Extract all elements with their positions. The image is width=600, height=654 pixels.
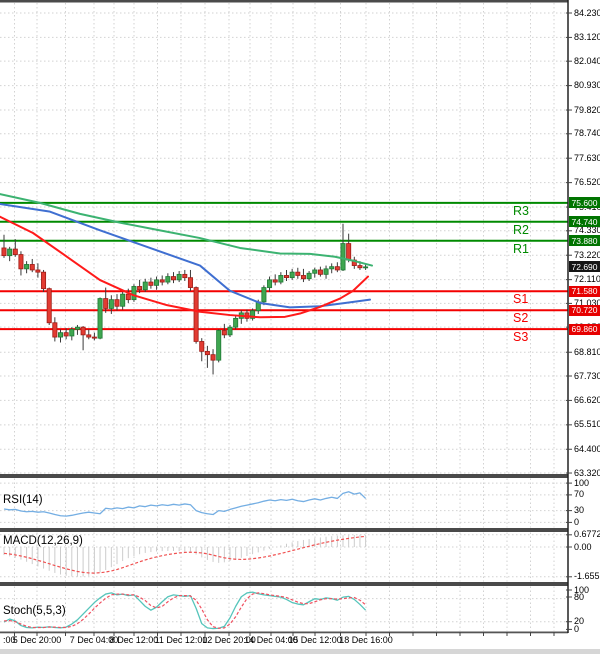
candle-body <box>154 279 160 286</box>
candle-body <box>187 277 193 288</box>
candle-body <box>283 275 289 279</box>
candle-body <box>63 332 69 337</box>
candle-body <box>227 326 233 336</box>
candle-body <box>261 287 267 303</box>
ma-mid-blue <box>0 202 371 309</box>
candle-body <box>278 275 284 283</box>
candle-body <box>250 310 256 319</box>
candle-body <box>142 281 148 291</box>
candle-body <box>204 350 210 356</box>
candle-body <box>272 279 278 283</box>
time-axis-border <box>0 631 568 634</box>
candle-body <box>170 276 176 281</box>
candle-body <box>329 266 335 270</box>
candle-body <box>24 264 30 270</box>
candle-body <box>97 298 103 339</box>
candle-body <box>103 298 109 309</box>
candle-body <box>114 299 120 307</box>
window-bottom-edge <box>0 649 600 654</box>
candle-body <box>340 243 346 271</box>
candle-body <box>312 269 318 274</box>
candle-body <box>289 271 295 279</box>
candle-body <box>199 341 205 352</box>
candle-body <box>300 275 306 280</box>
candle-body <box>323 268 329 275</box>
candle-body <box>295 271 301 276</box>
candle-body <box>210 354 216 361</box>
top-border <box>0 0 568 3</box>
candle-body <box>131 286 137 301</box>
candle-body <box>176 273 182 281</box>
candle-body <box>334 266 340 271</box>
candle-body <box>7 248 13 257</box>
panel-separator <box>0 474 568 478</box>
stoch-panel[interactable] <box>0 586 568 632</box>
candle-body <box>233 317 239 328</box>
candle-body <box>357 265 363 269</box>
candle-body <box>29 264 35 271</box>
candle-body <box>91 336 97 339</box>
candle-body <box>221 330 227 336</box>
candle-body <box>1 247 7 257</box>
rsi-panel[interactable] <box>0 478 568 528</box>
time-axis[interactable] <box>0 632 568 650</box>
candle-body <box>120 293 126 307</box>
rsi-line <box>3 491 367 517</box>
candle-body <box>12 248 18 255</box>
candle-body <box>317 269 323 275</box>
candle-body <box>182 273 188 279</box>
candle-body <box>267 279 273 288</box>
candle-body <box>216 330 222 361</box>
candle-body <box>108 299 114 309</box>
price-axis[interactable] <box>568 0 600 632</box>
candle-body <box>74 326 80 330</box>
candle-body <box>193 287 199 342</box>
candle-body <box>80 326 86 336</box>
candle-body <box>125 293 131 301</box>
panel-separator <box>0 528 568 532</box>
ma-slow-green <box>0 193 373 267</box>
candle-body <box>35 269 41 273</box>
ma-fast-red <box>0 215 369 319</box>
candle-body <box>86 334 92 338</box>
candle-body <box>18 254 24 270</box>
candle-body <box>41 271 47 290</box>
candle-body <box>363 266 369 269</box>
panel-separator <box>0 582 568 586</box>
candle-body <box>159 279 165 283</box>
candle-body <box>306 272 312 280</box>
candle-body <box>137 286 143 291</box>
stoch-d-line <box>3 592 366 629</box>
candle-body <box>58 332 64 338</box>
candle-body <box>52 322 58 338</box>
candle-body <box>148 281 154 286</box>
candle-body <box>46 288 52 324</box>
macd-signal-line <box>3 535 366 574</box>
candle-body <box>69 328 75 337</box>
main-price-panel[interactable] <box>0 2 568 474</box>
macd-panel[interactable] <box>0 532 568 582</box>
candle-body <box>165 276 171 283</box>
